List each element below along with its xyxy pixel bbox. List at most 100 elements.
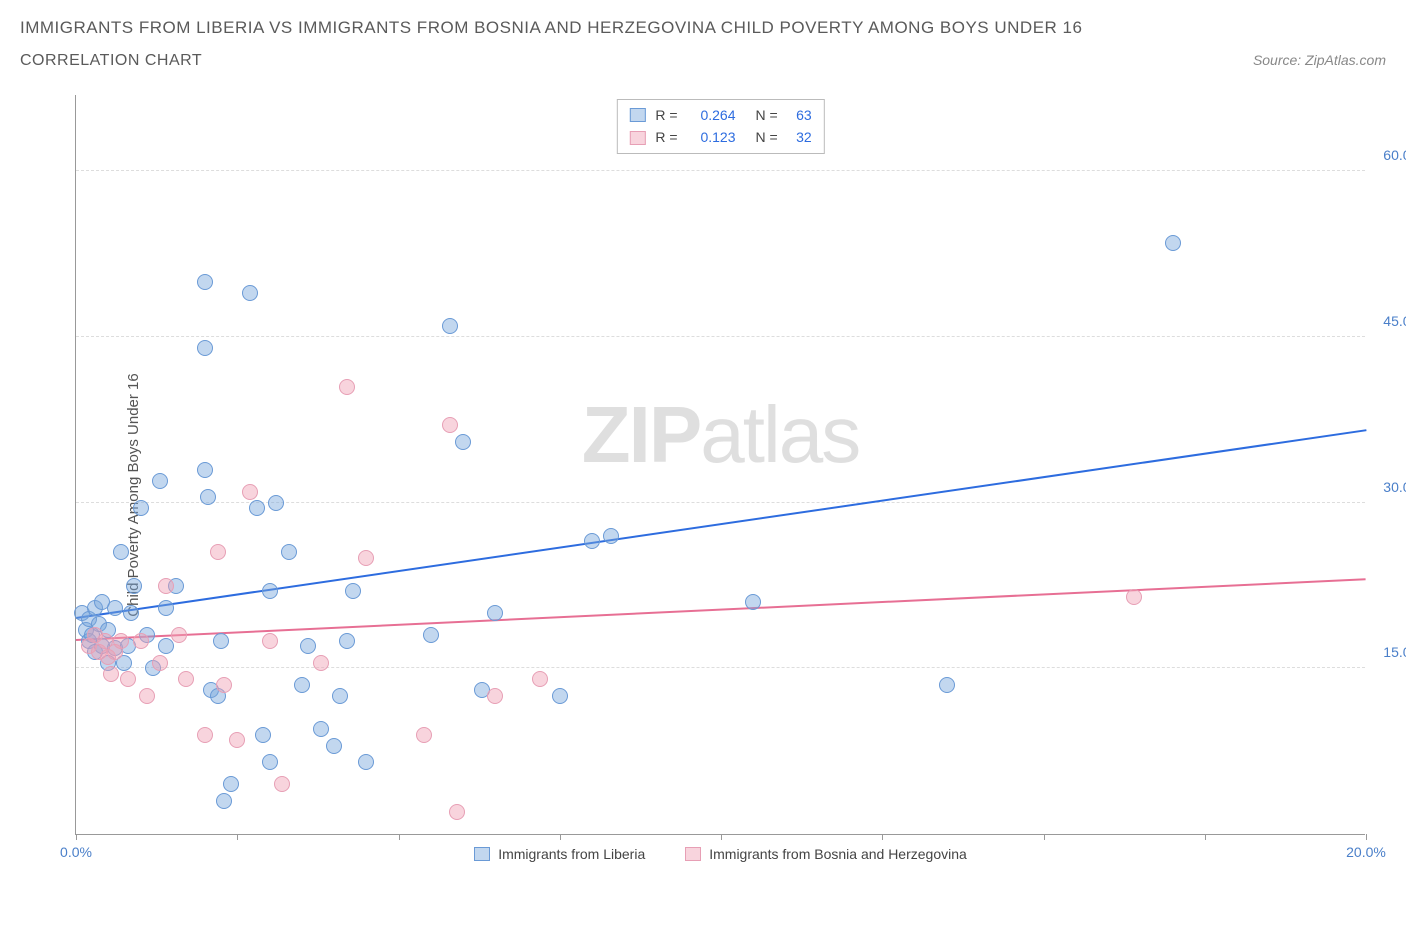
data-point-bosnia bbox=[197, 727, 213, 743]
data-point-liberia bbox=[126, 578, 142, 594]
legend-swatch bbox=[629, 108, 645, 122]
data-point-liberia bbox=[326, 738, 342, 754]
data-point-liberia bbox=[442, 318, 458, 334]
legend-row: R =0.123N =32 bbox=[629, 126, 811, 148]
data-point-liberia bbox=[216, 793, 232, 809]
data-point-liberia bbox=[281, 544, 297, 560]
legend-row: R =0.264N =63 bbox=[629, 104, 811, 126]
data-point-liberia bbox=[262, 754, 278, 770]
gridline bbox=[76, 170, 1365, 171]
data-point-bosnia bbox=[171, 627, 187, 643]
data-point-liberia bbox=[197, 340, 213, 356]
data-point-liberia bbox=[123, 605, 139, 621]
data-point-bosnia bbox=[416, 727, 432, 743]
x-tick-mark bbox=[721, 834, 722, 840]
data-point-liberia bbox=[345, 583, 361, 599]
data-point-bosnia bbox=[152, 655, 168, 671]
chart-subtitle: CORRELATION CHART bbox=[20, 52, 202, 70]
chart-header: IMMIGRANTS FROM LIBERIA VS IMMIGRANTS FR… bbox=[0, 0, 1406, 70]
data-point-bosnia bbox=[158, 578, 174, 594]
data-point-liberia bbox=[603, 528, 619, 544]
data-point-liberia bbox=[262, 583, 278, 599]
legend-item-liberia: Immigrants from Liberia bbox=[474, 846, 645, 862]
data-point-liberia bbox=[423, 627, 439, 643]
source-attribution: Source: ZipAtlas.com bbox=[1253, 52, 1386, 68]
subtitle-row: CORRELATION CHART Source: ZipAtlas.com bbox=[20, 52, 1386, 70]
data-point-bosnia bbox=[532, 671, 548, 687]
data-point-liberia bbox=[313, 721, 329, 737]
data-point-liberia bbox=[339, 633, 355, 649]
legend-label: Immigrants from Liberia bbox=[498, 846, 645, 862]
plot-area: ZIPatlas 15.0%30.0%45.0%60.0%0.0%20.0%R … bbox=[75, 95, 1365, 835]
gridline bbox=[76, 667, 1365, 668]
data-point-bosnia bbox=[133, 633, 149, 649]
data-point-bosnia bbox=[113, 633, 129, 649]
data-point-liberia bbox=[158, 600, 174, 616]
data-point-bosnia bbox=[216, 677, 232, 693]
data-point-bosnia bbox=[242, 484, 258, 500]
data-point-liberia bbox=[455, 434, 471, 450]
x-tick-mark bbox=[1366, 834, 1367, 840]
legend-swatch bbox=[685, 847, 701, 861]
data-point-bosnia bbox=[313, 655, 329, 671]
data-point-liberia bbox=[133, 500, 149, 516]
data-point-liberia bbox=[552, 688, 568, 704]
x-tick-mark bbox=[1205, 834, 1206, 840]
x-tick-mark bbox=[560, 834, 561, 840]
data-point-liberia bbox=[158, 638, 174, 654]
data-point-liberia bbox=[939, 677, 955, 693]
data-point-liberia bbox=[745, 594, 761, 610]
data-point-bosnia bbox=[178, 671, 194, 687]
legend-item-bosnia: Immigrants from Bosnia and Herzegovina bbox=[685, 846, 967, 862]
data-point-liberia bbox=[268, 495, 284, 511]
data-point-liberia bbox=[242, 285, 258, 301]
data-point-bosnia bbox=[358, 550, 374, 566]
series-legend: Immigrants from Liberia Immigrants from B… bbox=[76, 846, 1365, 862]
x-tick-mark bbox=[882, 834, 883, 840]
x-tick-mark bbox=[237, 834, 238, 840]
y-tick-label: 45.0% bbox=[1383, 313, 1406, 329]
data-point-liberia bbox=[152, 473, 168, 489]
data-point-bosnia bbox=[274, 776, 290, 792]
correlation-legend: R =0.264N =63R =0.123N =32 bbox=[616, 99, 824, 154]
data-point-bosnia bbox=[210, 544, 226, 560]
chart-title: IMMIGRANTS FROM LIBERIA VS IMMIGRANTS FR… bbox=[20, 18, 1386, 38]
data-point-liberia bbox=[332, 688, 348, 704]
legend-label: Immigrants from Bosnia and Herzegovina bbox=[709, 846, 967, 862]
data-point-bosnia bbox=[487, 688, 503, 704]
source-link[interactable]: ZipAtlas.com bbox=[1305, 52, 1386, 68]
data-point-liberia bbox=[197, 462, 213, 478]
data-point-bosnia bbox=[449, 804, 465, 820]
data-point-bosnia bbox=[103, 666, 119, 682]
data-point-liberia bbox=[213, 633, 229, 649]
data-point-liberia bbox=[487, 605, 503, 621]
data-point-bosnia bbox=[139, 688, 155, 704]
data-point-liberia bbox=[300, 638, 316, 654]
data-point-liberia bbox=[107, 600, 123, 616]
data-point-liberia bbox=[249, 500, 265, 516]
data-point-liberia bbox=[1165, 235, 1181, 251]
x-tick-mark bbox=[76, 834, 77, 840]
legend-swatch bbox=[474, 847, 490, 861]
data-point-bosnia bbox=[442, 417, 458, 433]
y-tick-label: 30.0% bbox=[1383, 479, 1406, 495]
data-point-liberia bbox=[255, 727, 271, 743]
watermark: ZIPatlas bbox=[582, 389, 859, 481]
data-point-bosnia bbox=[262, 633, 278, 649]
data-point-liberia bbox=[197, 274, 213, 290]
gridline bbox=[76, 336, 1365, 337]
data-point-liberia bbox=[113, 544, 129, 560]
chart-container: Child Poverty Among Boys Under 16 ZIPatl… bbox=[20, 95, 1386, 895]
data-point-liberia bbox=[358, 754, 374, 770]
data-point-liberia bbox=[294, 677, 310, 693]
data-point-bosnia bbox=[1126, 589, 1142, 605]
data-point-liberia bbox=[584, 533, 600, 549]
legend-swatch bbox=[629, 131, 645, 145]
y-tick-label: 60.0% bbox=[1383, 147, 1406, 163]
data-point-bosnia bbox=[339, 379, 355, 395]
data-point-bosnia bbox=[120, 671, 136, 687]
data-point-bosnia bbox=[229, 732, 245, 748]
x-tick-mark bbox=[1044, 834, 1045, 840]
x-tick-mark bbox=[399, 834, 400, 840]
data-point-liberia bbox=[223, 776, 239, 792]
